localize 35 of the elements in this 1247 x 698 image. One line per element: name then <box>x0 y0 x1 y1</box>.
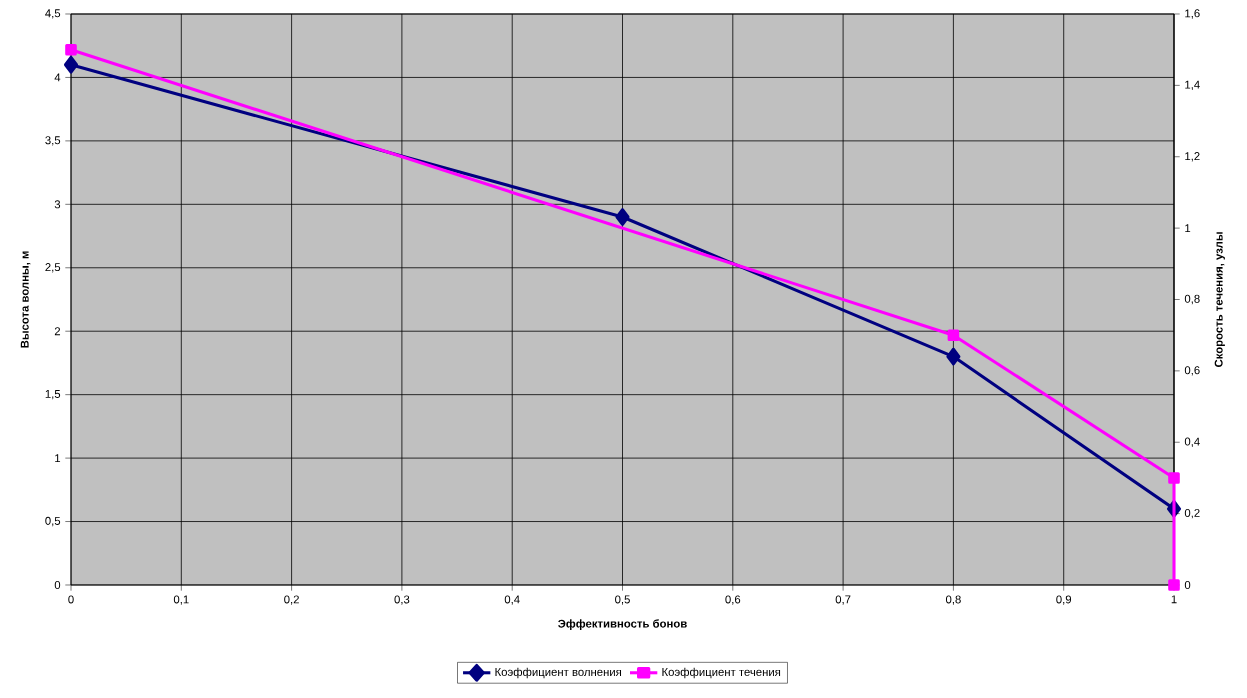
y2-tick-label: 1,2 <box>1185 152 1200 162</box>
x-tick-label: 0,9 <box>1056 595 1072 605</box>
y2-tick-label: 1,6 <box>1185 9 1200 19</box>
x-tick-label: 0,3 <box>394 595 410 605</box>
y2-tick-label: 0,4 <box>1184 437 1200 447</box>
x-tick-label: 0,4 <box>504 595 520 605</box>
legend-label: Коэффициент волнения <box>495 667 622 679</box>
y-axis-title: Высота волны, м <box>20 251 31 348</box>
y2-tick-label: 1 <box>1185 224 1191 233</box>
x-tick-label: 0,5 <box>615 595 630 605</box>
y2-tick-label: 0,2 <box>1184 508 1200 519</box>
y2-axis-title: Скорость течения, узлы <box>1214 232 1225 368</box>
y-tick-label: 0,5 <box>45 516 61 527</box>
y-tick-label: 4 <box>54 73 61 82</box>
x-tick-label: 0,2 <box>284 595 299 605</box>
x-tick-label: 1 <box>1171 595 1177 604</box>
y-tick-label: 4,5 <box>45 9 61 19</box>
y-tick-label: 1 <box>55 454 61 462</box>
x-tick-label: 0,6 <box>725 595 741 605</box>
x-axis-title: Эффективность бонов <box>558 619 687 630</box>
y2-tick-label: 1,4 <box>1185 80 1200 90</box>
x-tick-label: 0,7 <box>835 595 851 605</box>
y-tick-label: 1,5 <box>45 390 61 400</box>
x-tick-label: 0,1 <box>173 595 189 605</box>
y-tick-label: 3,5 <box>45 136 61 146</box>
y-tick-label: 3 <box>54 200 61 209</box>
x-tick-label: 0,8 <box>945 595 961 605</box>
x-tick-label: 0 <box>68 595 74 604</box>
y2-tick-label: 0,6 <box>1184 366 1200 376</box>
y-tick-label: 0 <box>54 580 61 589</box>
y-tick-label: 2 <box>54 327 61 336</box>
legend-label: Коэффициент течения <box>662 667 781 679</box>
y2-tick-label: 0,8 <box>1184 294 1200 305</box>
y-tick-label: 2,5 <box>45 263 61 273</box>
y2-tick-label: 0 <box>1184 580 1191 589</box>
